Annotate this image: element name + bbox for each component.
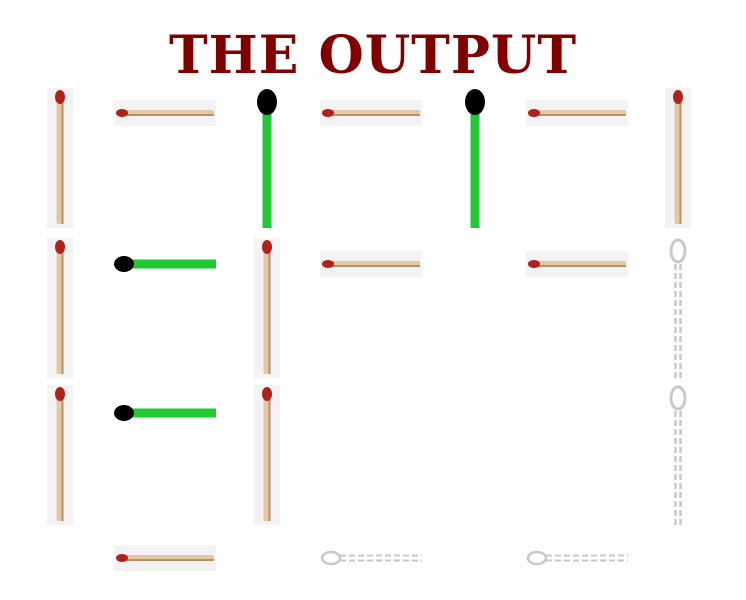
page-title: THE OUTPUT	[168, 25, 578, 86]
matchstick-icon	[465, 89, 485, 228]
matchstick-horizontal-moved[interactable]	[114, 250, 216, 278]
matchstick-icon	[47, 385, 73, 525]
matchstick-vertical-ghost[interactable]	[663, 385, 693, 525]
matchstick-vertical-normal[interactable]	[45, 238, 75, 378]
matchstick-icon	[526, 251, 628, 277]
matchstick-icon	[320, 100, 422, 126]
matchstick-icon	[526, 100, 628, 126]
matchstick-vertical-normal[interactable]	[252, 238, 282, 378]
matchstick-icon	[47, 238, 73, 378]
matchstick-icon	[114, 100, 216, 126]
matchstick-horizontal-ghost[interactable]	[526, 544, 628, 572]
matchstick-vertical-ghost[interactable]	[663, 238, 693, 378]
matchstick-horizontal-normal[interactable]	[114, 544, 216, 572]
matchstick-icon	[47, 88, 73, 228]
ghost-match-icon	[669, 385, 687, 525]
matchstick-icon	[114, 545, 216, 571]
matchstick-icon	[254, 238, 280, 378]
matchstick-vertical-moved[interactable]	[252, 88, 282, 228]
ghost-match-icon	[320, 550, 422, 566]
matchstick-vertical-normal[interactable]	[663, 88, 693, 228]
matchstick-icon	[320, 251, 422, 277]
matchstick-horizontal-ghost[interactable]	[320, 544, 422, 572]
matchstick-horizontal-normal[interactable]	[526, 250, 628, 278]
matchstick-icon	[254, 385, 280, 525]
matchstick-icon	[257, 89, 277, 228]
matchstick-icon	[114, 256, 216, 272]
matchstick-horizontal-normal[interactable]	[526, 99, 628, 127]
matchstick-horizontal-normal[interactable]	[320, 250, 422, 278]
matchstick-vertical-normal[interactable]	[45, 88, 75, 228]
matchstick-vertical-moved[interactable]	[460, 88, 490, 228]
ghost-match-icon	[526, 550, 628, 566]
matchstick-vertical-normal[interactable]	[252, 385, 282, 525]
matchstick-horizontal-normal[interactable]	[114, 99, 216, 127]
matchstick-horizontal-normal[interactable]	[320, 99, 422, 127]
matchstick-horizontal-moved[interactable]	[114, 399, 216, 427]
ghost-match-icon	[669, 238, 687, 378]
matchstick-icon	[665, 88, 691, 228]
matchstick-vertical-normal[interactable]	[45, 385, 75, 525]
matchstick-icon	[114, 405, 216, 421]
